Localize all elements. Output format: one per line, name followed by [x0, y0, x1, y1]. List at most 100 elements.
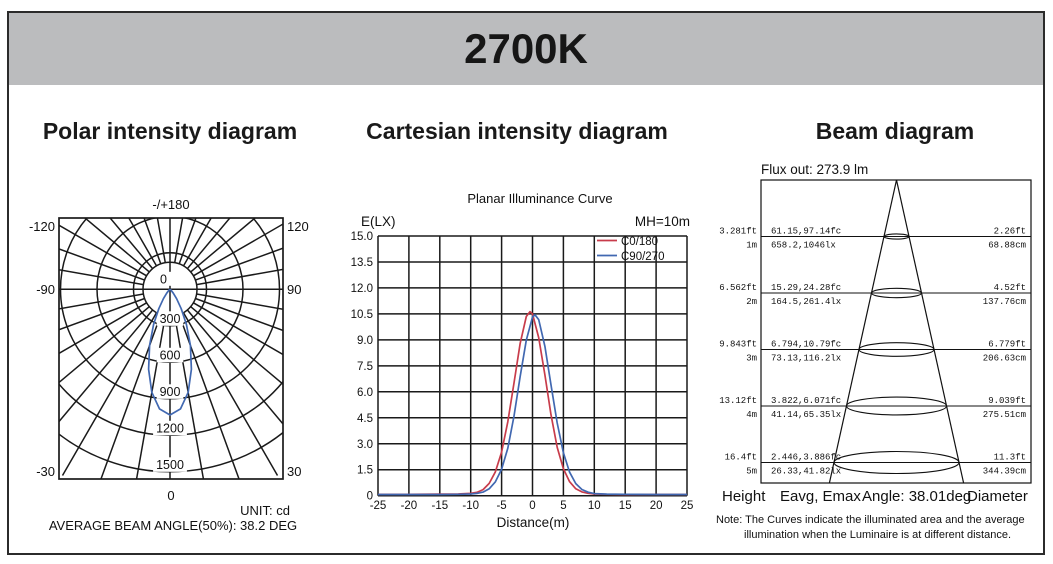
beam-diameter-ft: 11.3ft [994, 453, 1026, 463]
cartesian-x-tick-label: 10 [588, 500, 601, 512]
beam-height-m: 3m [746, 354, 757, 364]
polar-ring-label-bg [156, 384, 184, 399]
polar-spoke-line [178, 218, 197, 265]
beam-box [760, 179, 1032, 484]
polar-ring-label: 1500 [156, 458, 184, 472]
polar-spoke-line [195, 297, 283, 332]
beam-eavg-emax-fc: 2.446,3.886fc [771, 453, 841, 463]
beam-diameter-ft: 2.26ft [994, 227, 1026, 237]
cartesian-curve-c0-180 [378, 310, 687, 496]
polar-unit-note: UNIT: cd [240, 503, 290, 518]
polar-spoke-line [193, 302, 283, 356]
beam-spot-ellipse [833, 450, 960, 475]
cartesian-y-tick-label: 3.0 [357, 439, 373, 451]
page-title: 2700K [464, 25, 588, 72]
polar-spoke-line [195, 247, 283, 281]
cartesian-y-tick-label: 13.5 [351, 257, 373, 269]
polar-spoke-line [59, 268, 144, 286]
cartesian-x-tick-label: -20 [401, 500, 418, 512]
cartesian-y-tick-label: 12.0 [351, 283, 373, 295]
polar-angle-label-neg120: -120 [29, 219, 55, 234]
legend-label-c0-180: C0/180 [621, 236, 658, 248]
polar-spoke-line [173, 315, 205, 479]
beam-diagram: Flux out: 273.9 lm 3.281ft 1m 61.15,97.14f… [716, 162, 1032, 541]
cartesian-x-tick-label: -5 [496, 500, 506, 512]
polar-plot-border [58, 217, 284, 480]
beam-footer-eavg-emax: Eavg, Emax [780, 488, 861, 505]
beam-cone-left-line [828, 179, 898, 484]
polar-spoke-line [196, 293, 283, 310]
polar-spoke-line [59, 224, 147, 277]
beam-height-m: 2m [746, 297, 757, 307]
cartesian-x-tick-label: 15 [619, 500, 632, 512]
polar-spoke-line [59, 302, 147, 355]
polar-spoke-line [109, 218, 154, 270]
cartesian-legend: C0/180 C90/270 [597, 236, 664, 263]
beam-eavg-emax-fc: 61.15,97.14fc [771, 227, 841, 237]
polar-spoke-line [59, 297, 145, 331]
beam-height-ft: 6.562ft [719, 283, 757, 293]
beam-footer: Height Eavg, Emax Angle: 38.01deg Diamet… [722, 488, 1028, 505]
beam-footer-diameter: Diameter [967, 488, 1028, 505]
polar-spoke-line [182, 218, 213, 267]
cartesian-y-tick-label: 7.5 [357, 361, 373, 373]
beam-note-line2: illumination when the Luminaire is at di… [744, 529, 1011, 541]
cartesian-y-tick-label: 9.0 [357, 335, 373, 347]
cartesian-x-tick-label: 25 [681, 500, 694, 512]
polar-angle-label-0: 0 [167, 488, 174, 503]
polar-center-label: 0 [160, 272, 167, 286]
beam-footer-angle: Angle: 38.01deg [862, 488, 971, 505]
polar-spoke-line [59, 309, 154, 423]
polar-spoke-line [143, 218, 162, 265]
polar-spoke-line [135, 315, 167, 479]
polar-ring-label: 300 [160, 312, 181, 326]
beam-eavg-emax-lx: 164.5,261.4lx [771, 297, 841, 307]
polar-spoke-line [186, 309, 283, 426]
polar-top-axis-label: -/+180 [152, 197, 189, 212]
polar-spoke-line [196, 268, 283, 286]
beam-spot-ellipse [870, 287, 923, 299]
polar-angle-label-neg90: -90 [36, 282, 55, 297]
beam-diagram-title: Beam diagram [815, 118, 975, 144]
cartesian-x-tick-label: 5 [560, 500, 566, 512]
beam-diameter-cm: 68.88cm [988, 241, 1026, 251]
polar-diagram-title: Polar intensity diagram [42, 118, 298, 144]
cartesian-curves [378, 310, 687, 496]
beam-eavg-emax-lx: 73.13,116.2lx [771, 354, 841, 364]
beam-flux-label: Flux out: 273.9 lm [761, 162, 868, 177]
polar-angle-label-90: 90 [287, 282, 301, 297]
polar-angle-label-120: 120 [287, 219, 309, 234]
beam-spot-ellipse [845, 396, 948, 416]
polar-intensity-curve [147, 288, 193, 416]
cartesian-x-tick-label: 0 [529, 500, 535, 512]
beam-diameter-cm: 275.51cm [983, 410, 1026, 420]
beam-spot-ellipse [858, 342, 935, 357]
beam-height-ft: 13.12ft [719, 396, 757, 406]
cartesian-diagram-title: Cartesian intensity diagram [366, 118, 668, 144]
beam-diameter-cm: 137.76cm [983, 297, 1026, 307]
polar-angle-label-neg30: -30 [36, 464, 55, 479]
beam-eavg-emax-lx: 26.33,41.82lx [771, 467, 841, 477]
polar-ring-label-bg [153, 457, 187, 472]
polar-curve-group [147, 288, 193, 416]
beam-footer-height: Height [722, 488, 766, 505]
polar-spoke-line [182, 312, 279, 476]
beam-cone-right-line [895, 179, 965, 484]
polar-angle-label-30: 30 [287, 464, 301, 479]
cartesian-mount-height-label: MH=10m [635, 214, 690, 229]
cartesian-x-tick-label: -10 [462, 500, 479, 512]
cartesian-y-axis-label: E(LX) [361, 214, 396, 229]
cartesian-y-tick-label: 6.0 [357, 387, 373, 399]
polar-ring-labels: 0 300 600 900 1200 1500 [153, 271, 187, 472]
beam-height-m: 5m [746, 467, 757, 477]
beam-diameter-ft: 6.779ft [988, 340, 1026, 350]
polar-beam-angle-note: AVERAGE BEAM ANGLE(50%): 38.2 DEG [49, 518, 297, 533]
polar-spoke-line [61, 312, 158, 476]
polar-ring-label-bg [153, 420, 187, 436]
cartesian-x-tick-label: 20 [650, 500, 663, 512]
polar-spoke-line [83, 218, 150, 273]
cartesian-x-tick-label: -25 [370, 500, 387, 512]
polar-ring-label-bg [156, 347, 184, 363]
beam-height-ft: 9.843ft [719, 340, 757, 350]
